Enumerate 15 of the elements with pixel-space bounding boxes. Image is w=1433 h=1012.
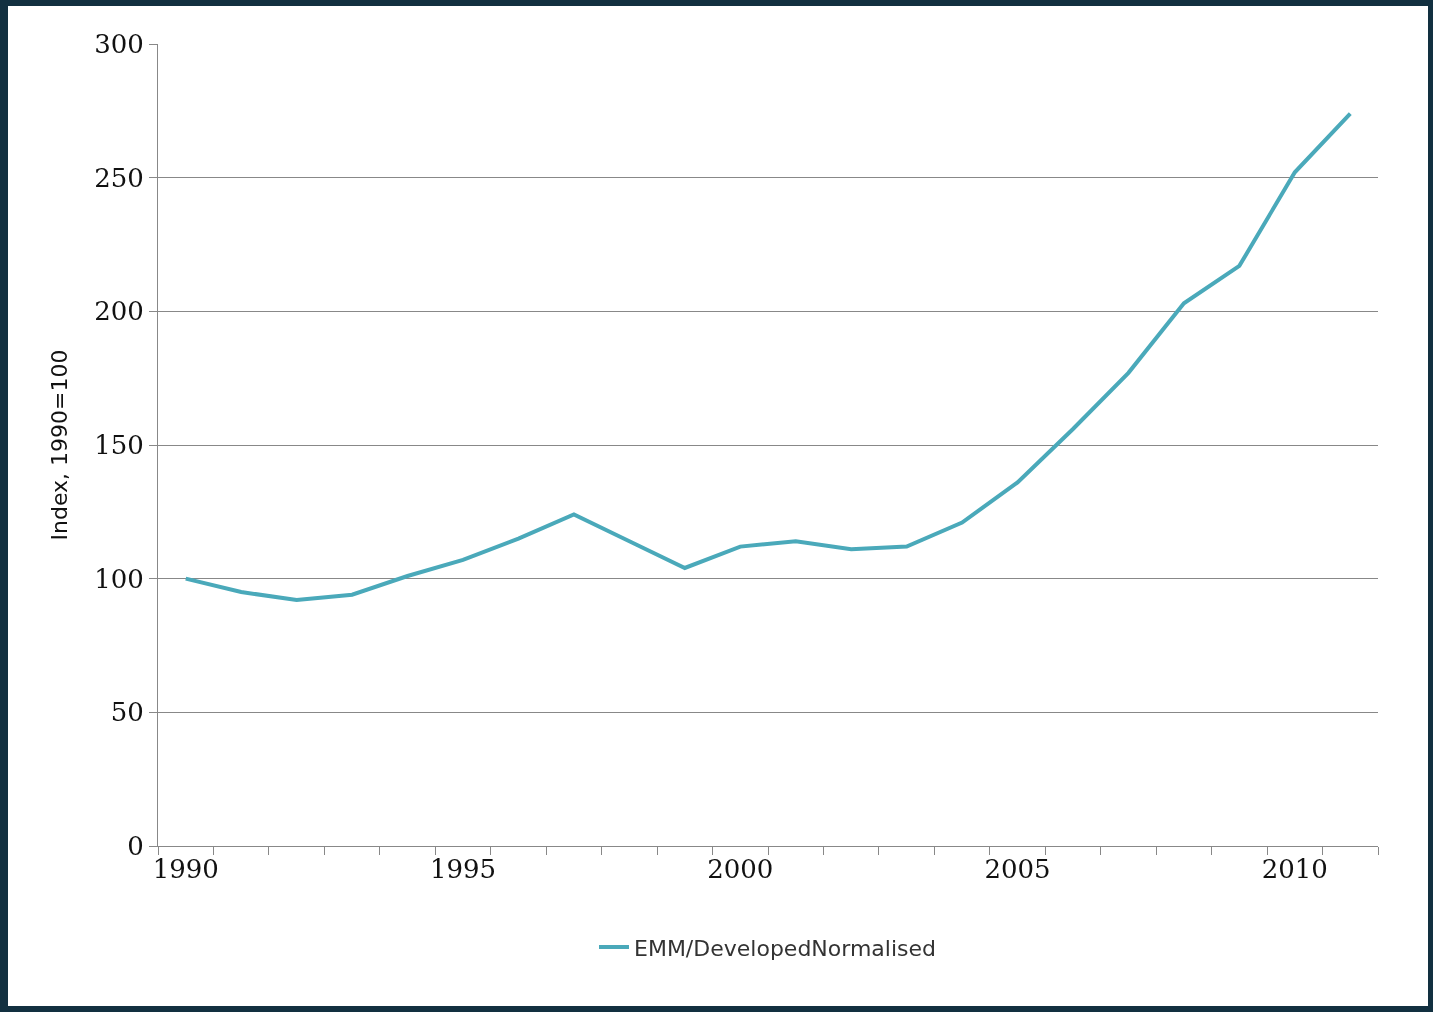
legend-label: EMM/DevelopedNormalised	[634, 935, 937, 961]
y-tick-label: 150	[94, 430, 144, 461]
x-tick-label: 2005	[984, 854, 1051, 885]
x-tick-label: 2000	[707, 854, 774, 885]
y-tick-label: 0	[127, 831, 144, 862]
y-tick-label: 250	[94, 162, 144, 193]
x-tick-label: 1995	[429, 854, 497, 885]
y-tick-label: 50	[110, 697, 144, 728]
y-axis-title: Index, 1990=100	[46, 349, 72, 541]
line-series	[183, 111, 1353, 603]
x-tick-label: 1990	[152, 854, 219, 885]
x-tick-label: 2010	[1261, 854, 1328, 885]
y-tick-label: 200	[94, 296, 144, 327]
y-tick-label: 100	[94, 563, 144, 594]
y-tick-label: 300	[94, 29, 144, 60]
